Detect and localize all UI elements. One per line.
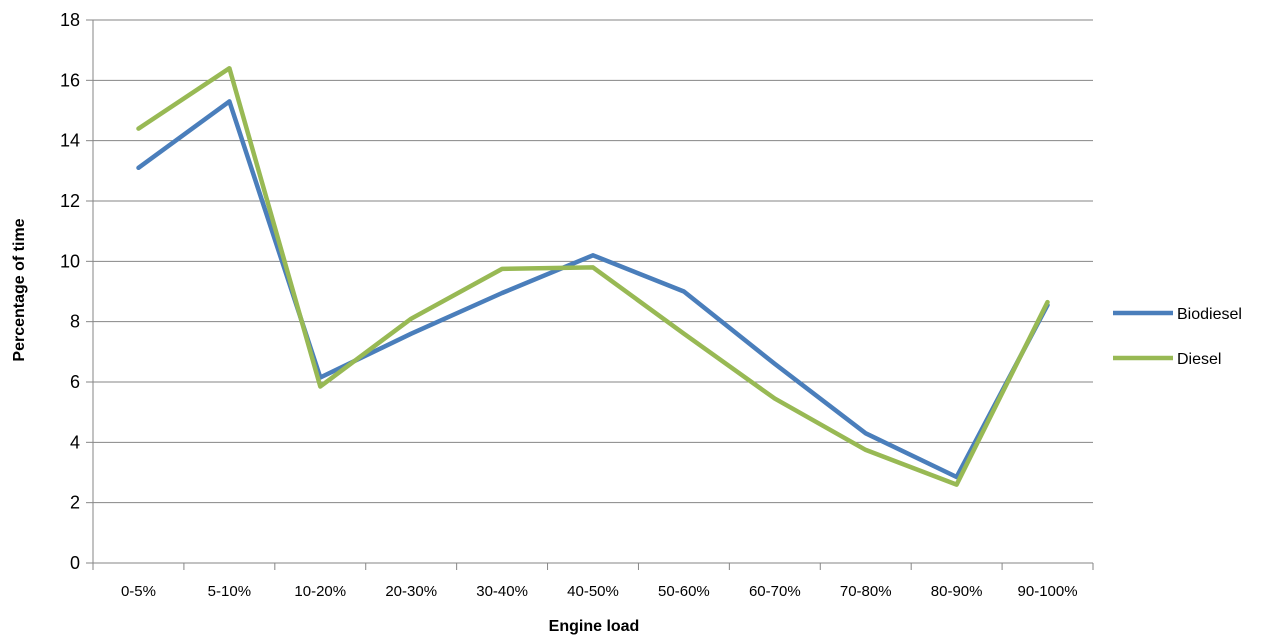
x-axis bbox=[92, 20, 1094, 570]
x-tick-label: 5-10% bbox=[208, 583, 251, 600]
y-tick-label: 14 bbox=[60, 131, 80, 151]
y-tick-label: 18 bbox=[60, 10, 80, 30]
y-tick-label: 12 bbox=[60, 191, 80, 211]
gridlines bbox=[86, 19, 1093, 564]
x-tick-label: 60-70% bbox=[749, 583, 801, 600]
x-tick-label: 10-20% bbox=[294, 583, 346, 600]
x-tick-label: 50-60% bbox=[658, 583, 710, 600]
y-tick-label: 16 bbox=[60, 70, 80, 90]
x-tick-label: 70-80% bbox=[840, 583, 892, 600]
y-tick-label: 6 bbox=[70, 372, 80, 392]
legend: Biodiesel Diesel bbox=[1113, 306, 1242, 368]
series-line-diesel bbox=[136, 66, 1050, 487]
y-axis-title: Percentage of time bbox=[11, 218, 28, 361]
legend-label-biodiesel: Biodiesel bbox=[1177, 306, 1242, 323]
x-tick-labels: 0-5% 5-10% 10-20% 20-30% 30-40% 40-50% 50-60% 6… bbox=[121, 583, 1078, 600]
y-tick-label: 10 bbox=[60, 251, 80, 271]
x-tick-label: 40-50% bbox=[567, 583, 619, 600]
y-tick-label: 0 bbox=[70, 553, 80, 573]
x-axis-title: Engine load bbox=[549, 618, 640, 635]
y-tick-label: 8 bbox=[70, 312, 80, 332]
x-tick-label: 30-40% bbox=[476, 583, 528, 600]
x-tick-label: 80-90% bbox=[931, 583, 983, 600]
x-tick-label: 0-5% bbox=[121, 583, 156, 600]
y-tick-label: 4 bbox=[70, 432, 80, 452]
x-tick-label: 20-30% bbox=[385, 583, 437, 600]
y-tick-labels: 0 2 4 6 8 10 12 14 16 18 bbox=[60, 10, 80, 573]
series-lines bbox=[136, 66, 1050, 487]
y-tick-label: 2 bbox=[70, 493, 80, 513]
x-tick-label: 90-100% bbox=[1018, 583, 1078, 600]
legend-label-diesel: Diesel bbox=[1177, 351, 1221, 368]
series-line-biodiesel bbox=[136, 99, 1050, 480]
